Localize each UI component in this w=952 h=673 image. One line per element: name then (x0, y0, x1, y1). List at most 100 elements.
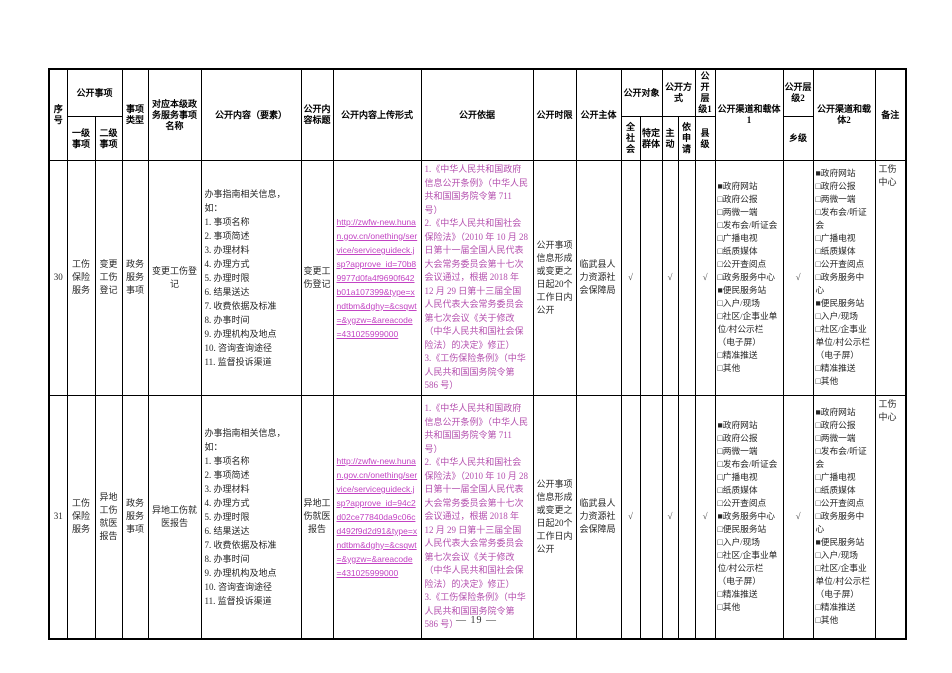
checkbox-glyph: □ (815, 376, 821, 387)
checkbox-glyph: □ (815, 194, 821, 205)
checkbox-item: □政府公报 (816, 419, 873, 432)
service-guide-link[interactable]: http://zwfw-new.hunan.gov.cn/onething/se… (336, 455, 418, 578)
channel2-checklist: ■政府网站 □政府公报 □两微一端 □发布会/听证会 □广播电视 □纸质媒体 (816, 167, 873, 388)
checkbox-glyph: □ (815, 363, 821, 374)
checkbox-label: 政府公报 (820, 181, 856, 192)
header-method-request: 依申请 (677, 116, 696, 161)
cell-basis: 1.《中华人民共和国政府信息公开条例》（中华人民共和国国务院令第 711 号） … (420, 394, 534, 640)
checkbox-label: 精准推送 (722, 350, 758, 361)
checkbox-item: □纸质媒体 (718, 245, 781, 258)
checkbox-label: 社区/企事业单位/村公示栏（电子屏） (717, 311, 778, 348)
checkbox-item: □入户/现场 (816, 549, 873, 562)
checkbox-glyph: □ (717, 194, 723, 205)
header-tier1-county: 县级 (694, 116, 716, 161)
checkbox-glyph: ■ (815, 407, 821, 418)
checkbox-label: 政府公报 (820, 420, 856, 431)
checkbox-label: 广播电视 (820, 233, 856, 244)
checkbox-label: 政务服务中心 (722, 511, 775, 522)
checkbox-label: 纸质媒体 (820, 485, 856, 496)
checkbox-label: 入户/现场 (820, 311, 858, 322)
checkbox-label: 广播电视 (820, 472, 856, 483)
checkbox-item: □入户/现场 (718, 297, 781, 310)
checkbox-glyph: □ (815, 563, 821, 574)
checkbox-item: ■便民服务站 (816, 536, 873, 549)
cell-remark: 工伤中心 (874, 394, 907, 640)
checkbox-item: □公开查阅点 (718, 258, 781, 271)
checkbox-glyph: □ (717, 298, 723, 309)
header-upload-form: 公开内容上传形式 (332, 68, 422, 161)
checkbox-item: □纸质媒体 (718, 484, 781, 497)
checkbox-glyph: ■ (815, 298, 821, 309)
checkbox-label: 两微一端 (722, 207, 758, 218)
header-channel1: 公开渠道和载体1 (714, 68, 784, 161)
checkbox-glyph: □ (717, 311, 723, 322)
checkbox-label: 纸质媒体 (722, 246, 758, 257)
checkbox-item: □政府公报 (718, 193, 781, 206)
checkbox-label: 两微一端 (722, 446, 758, 457)
checkbox-label: 发布会/听证会 (722, 220, 778, 231)
header-content-title: 公开内容标题 (300, 68, 334, 161)
checkbox-item: □发布会/听证会 (718, 219, 781, 232)
checkbox-glyph: □ (717, 246, 723, 257)
checkbox-label: 公开查阅点 (722, 259, 767, 270)
checkbox-glyph: □ (815, 550, 821, 561)
checkbox-glyph: □ (815, 472, 821, 483)
checkbox-glyph: □ (815, 233, 821, 244)
checkbox-item: ■政府网站 (816, 167, 873, 180)
checkbox-label: 公开查阅点 (722, 498, 767, 509)
cell-channel2: ■政府网站 □政府公报 □两微一端 □发布会/听证会 □广播电视 □纸质媒体 (812, 394, 876, 640)
checkbox-label: 其他 (722, 602, 741, 613)
checkbox-label: 社区/企事业单位/村公示栏（电子屏） (815, 563, 871, 600)
cell-check-active: √ (661, 160, 679, 396)
checkbox-glyph: □ (717, 602, 723, 613)
checkbox-item: □政务服务中心 (816, 271, 873, 297)
cell-item-type: 政务服务事项 (121, 160, 149, 396)
checkbox-label: 政府公报 (722, 433, 758, 444)
checkbox-label: 精准推送 (820, 363, 856, 374)
checkbox-item: □精准推送 (816, 601, 873, 614)
checkbox-item: ■便民服务站 (816, 297, 873, 310)
checkbox-item: □两微一端 (816, 432, 873, 445)
checkbox-glyph: ■ (717, 420, 723, 431)
checkbox-label: 广播电视 (722, 233, 758, 244)
cell-channel2: ■政府网站 □政府公报 □两微一端 □发布会/听证会 □广播电视 □纸质媒体 (812, 160, 876, 396)
checkbox-item: □广播电视 (816, 471, 873, 484)
checkbox-glyph: □ (717, 220, 723, 231)
checkbox-label: 政府网站 (820, 407, 856, 418)
checkbox-label: 政务服务中心 (722, 272, 775, 283)
checkbox-item: □政务服务中心 (718, 271, 781, 284)
checkbox-item: □其他 (816, 375, 873, 388)
cell-time-limit: 公开事项信息形成或变更之日起20个工作日内公开 (532, 394, 577, 640)
table-row-30: 30 工伤保险服务 变更工伤登记 政务服务事项 变更工伤登记 办事指南相关信息，… (48, 160, 907, 396)
checkbox-label: 精准推送 (820, 602, 856, 613)
checkbox-label: 其他 (722, 363, 741, 374)
header-item-type: 事项类型 (121, 68, 149, 161)
checkbox-glyph: □ (815, 259, 821, 270)
cell-content-title: 变更工伤登记 (300, 160, 334, 396)
cell-content-title: 异地工伤就医报告 (300, 394, 334, 640)
header-content: 公开内容（要素） (200, 68, 302, 161)
checkbox-glyph: □ (815, 246, 821, 257)
checkbox-label: 便民服务站 (820, 298, 865, 309)
checkbox-glyph: □ (717, 498, 723, 509)
cell-seq: 30 (48, 160, 68, 396)
header-subject: 公开主体 (575, 68, 622, 161)
cell-content: 办事指南相关信息，如： 1. 事项名称 2. 事项简述 3. 办理材料 4. 办… (200, 394, 302, 640)
checkbox-glyph: □ (717, 272, 723, 283)
table-row-31: 31 工伤保险服务 异地工伤就医报告 政务服务事项 异地工伤就医报告 办事指南相… (48, 394, 907, 640)
service-guide-link[interactable]: http://zwfw-new.hunan.gov.cn/onething/se… (336, 216, 418, 339)
checkbox-glyph: □ (815, 446, 821, 457)
checkbox-glyph: ■ (717, 285, 723, 296)
checkbox-item: □广播电视 (718, 232, 781, 245)
checkbox-label: 纸质媒体 (722, 485, 758, 496)
cell-check-active: √ (661, 394, 679, 640)
header-basis: 公开依据 (420, 68, 534, 161)
header-seq: 序号 (48, 68, 68, 161)
cell-check-county: √ (694, 160, 716, 396)
header-target-all: 全社会 (620, 116, 641, 161)
checkbox-label: 政务服务中心 (815, 511, 865, 535)
checkbox-item: □社区/企事业单位/村公示栏（电子屏） (718, 549, 781, 588)
cell-check-township: √ (782, 394, 814, 640)
checkbox-glyph: □ (717, 350, 723, 361)
checkbox-label: 政务服务中心 (815, 272, 865, 296)
